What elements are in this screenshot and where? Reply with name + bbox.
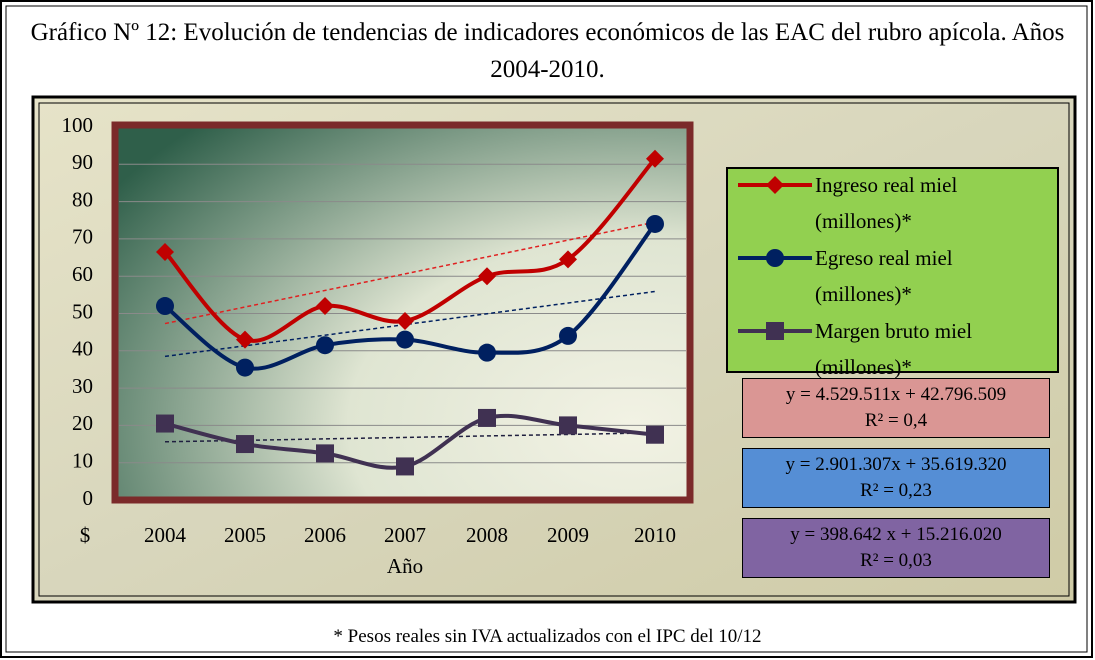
y-axis-label: $ [80,523,91,547]
data-point [646,214,664,233]
equation-text: y = 2.901.307x + 35.619.320 [785,454,1007,475]
equation-text: R² = 0,03 [860,550,932,571]
equation-text: R² = 0,4 [864,410,928,431]
equation-text: R² = 0,23 [860,480,932,501]
equation-box: y = 4.529.511x + 42.796.509 R² = 0,4 [742,378,1050,438]
x-tick-label: 2005 [224,523,266,547]
plot-area [111,121,694,504]
y-tick-label: 80 [72,187,93,211]
data-point [646,425,664,444]
data-point [236,330,254,349]
data-point [646,149,664,168]
y-tick-label: 100 [62,113,94,137]
x-tick-label: 2008 [466,523,508,547]
y-tick-label: 60 [72,262,93,286]
data-point [396,311,414,330]
legend-label: Ingreso real miel (millones)* [815,173,958,233]
data-point [559,416,577,435]
data-point [316,444,334,463]
legend-marker [766,322,784,340]
legend-label: Margen bruto miel (millones)* [815,319,973,379]
data-point [478,408,496,427]
inner-border [5,5,1088,653]
data-point [236,435,254,454]
x-tick-label: 2004 [144,523,187,547]
data-point [396,330,414,349]
trendline [164,221,656,325]
x-tick-label: 2006 [304,523,346,547]
y-tick-label: 20 [72,411,93,435]
equation-text: y = 398.642 x + 15.216.020 [790,524,1002,545]
data-point [559,326,577,345]
data-point [156,297,174,316]
equation-box: y = 398.642 x + 15.216.020 R² = 0,03 [742,518,1050,578]
y-tick-label: 40 [72,337,93,361]
legend-marker [766,176,784,194]
y-tick-label: 50 [72,299,93,323]
x-tick-label: 2007 [384,523,426,547]
data-point [478,343,496,362]
y-tick-label: 10 [72,449,93,473]
data-point [559,250,577,269]
data-point [156,414,174,433]
y-tick-label: 0 [83,486,94,510]
chart-title: Gráfico Nº 12: Evolución de tendencias d… [30,19,1065,83]
equation-text: y = 4.529.511x + 42.796.509 [785,384,1007,405]
legend-marker [766,249,784,267]
equation-box: y = 2.901.307x + 35.619.320 R² = 0,23 [742,448,1050,508]
data-point [236,358,254,377]
y-tick-label: 30 [72,374,93,398]
x-tick-label: 2010 [634,523,676,547]
x-tick-label: 2009 [547,523,589,547]
data-point [156,242,174,261]
x-axis-label: Año [387,554,423,578]
data-point [478,267,496,286]
chart-area-inner [38,102,1070,597]
data-point [396,457,414,476]
data-point [316,297,334,316]
legend-label: Egreso real miel (millones)* [815,246,953,306]
y-tick-label: 70 [72,225,93,249]
data-point [316,336,334,355]
footnote: * Pesos reales sin IVA actualizados con … [333,626,762,647]
y-tick-label: 90 [72,150,93,174]
